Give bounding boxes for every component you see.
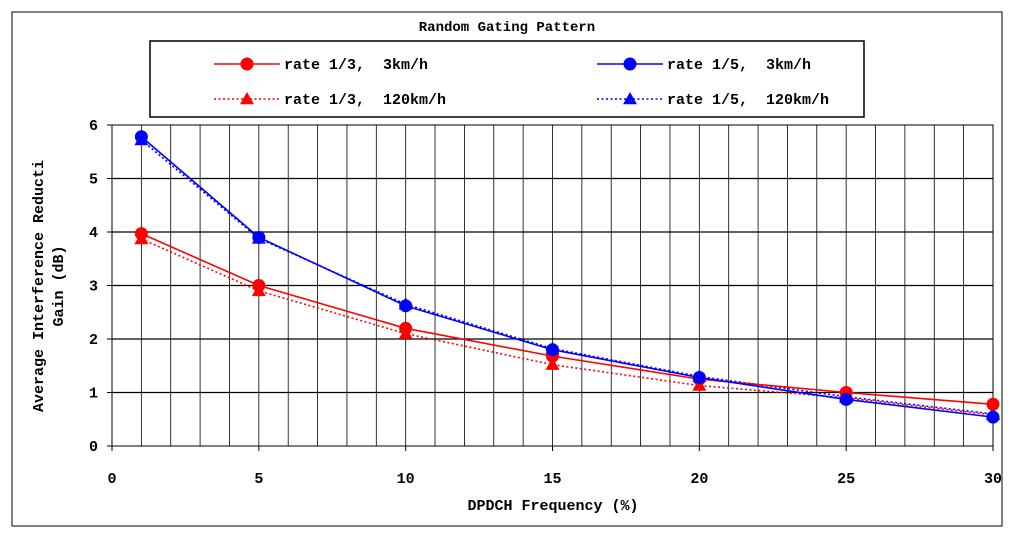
- legend-entry: rate 1/3, 3km/h: [214, 57, 428, 74]
- legend-entry: rate 1/5, 3km/h: [597, 57, 811, 74]
- y-tick-label: 4: [89, 225, 98, 242]
- legend-swatch-marker: [623, 92, 637, 105]
- data-point: [134, 227, 148, 241]
- data-point: [399, 321, 413, 335]
- data-point: [134, 130, 148, 144]
- legend: rate 1/3, 3km/h rate 1/5, 3km/h rate 1/3, …: [149, 40, 865, 118]
- data-point: [546, 343, 559, 357]
- grid: [112, 125, 993, 446]
- y-tick-label: 3: [89, 279, 98, 296]
- series-2: [134, 130, 1000, 424]
- data-point: [545, 357, 560, 370]
- y-tick-label: 1: [89, 386, 98, 403]
- y-axis-label-line-1: Average Interference Reducti: [31, 160, 48, 412]
- legend-swatch-marker: [623, 57, 637, 71]
- x-tick-label: 10: [397, 471, 415, 488]
- data-point: [986, 410, 1000, 424]
- legend-box: [149, 40, 865, 118]
- legend-entry: rate 1/3, 120km/h: [214, 92, 446, 109]
- data-point: [399, 299, 413, 313]
- x-tick-label: 0: [107, 471, 116, 488]
- legend-label: rate 1/3, 3km/h: [284, 57, 428, 74]
- legend-swatch-marker: [240, 57, 254, 71]
- x-tick-label: 15: [543, 471, 561, 488]
- x-tick-label: 30: [984, 471, 1002, 488]
- legend-label: rate 1/5, 120km/h: [667, 92, 829, 109]
- y-tick-label: 5: [89, 172, 98, 189]
- data-point: [839, 392, 853, 406]
- legend-swatch-marker: [240, 92, 254, 105]
- series-layer: [134, 130, 1000, 424]
- chart-title: Random Gating Pattern: [419, 20, 595, 36]
- data-point: [692, 371, 706, 385]
- axes: 0 5 10 15 20 25 30 0 1 2 3 4 5 6: [89, 118, 1002, 488]
- x-tick-label: 5: [254, 471, 263, 488]
- x-tick-label: 20: [690, 471, 708, 488]
- data-point: [252, 279, 266, 292]
- data-point: [986, 397, 1000, 411]
- data-point: [252, 230, 266, 244]
- y-axis-label-line-2: Gain (dB): [51, 245, 68, 326]
- legend-entry: rate 1/5, 120km/h: [597, 92, 829, 109]
- x-tick-label: 25: [837, 471, 855, 488]
- x-axis-label: DPDCH Frequency (%): [467, 498, 638, 515]
- legend-label: rate 1/3, 120km/h: [284, 92, 446, 109]
- legend-label: rate 1/5, 3km/h: [667, 57, 811, 74]
- y-tick-label: 6: [89, 118, 98, 135]
- y-tick-label: 2: [89, 332, 98, 349]
- y-tick-label: 0: [89, 439, 98, 456]
